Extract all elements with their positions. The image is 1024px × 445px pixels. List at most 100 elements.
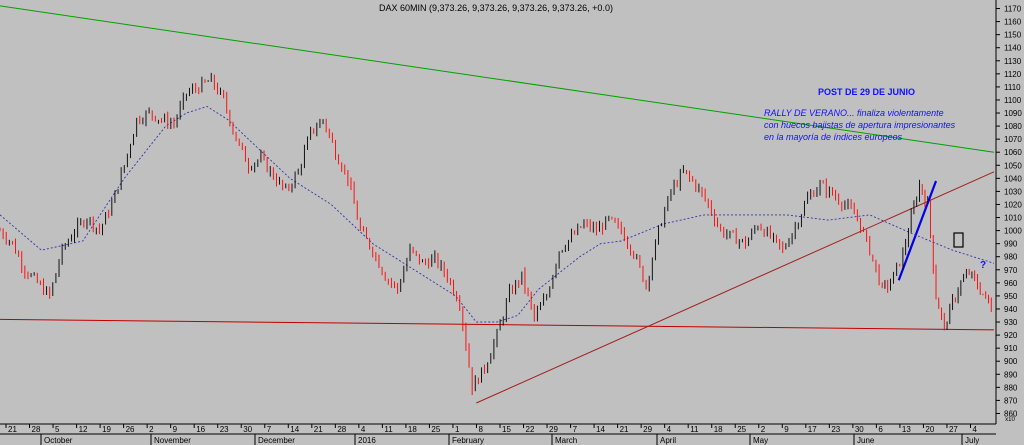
y-tick-label: 1140	[1004, 44, 1022, 53]
x-tick-label: 21	[314, 425, 323, 434]
y-tick-label: 860	[1004, 409, 1018, 418]
note-line-2: con huecos bajistas de apertura impresio…	[764, 120, 956, 130]
y-tick-label: 1150	[1004, 31, 1022, 40]
x-tick-label: 28	[337, 425, 346, 434]
x-axis: 21 28 5 12 19 26 2 9 16 23 30 7 14 21 28 4 11 18 25 1 8 15 22 2…	[5, 424, 979, 445]
y-tick-label: 900	[1004, 357, 1018, 366]
y-tick-label: 1100	[1004, 96, 1022, 105]
note-line-3: en la mayoría de índices europeos	[764, 132, 903, 142]
y-tick-label: 1120	[1004, 70, 1022, 79]
y-tick-label: 950	[1004, 292, 1018, 301]
x-tick-label: 6	[878, 425, 883, 434]
month-label: July	[965, 436, 979, 445]
x-tick-label: 2	[761, 425, 766, 434]
month-label: October	[44, 436, 73, 445]
x-tick-label: 4	[667, 425, 672, 434]
month-label: May	[753, 436, 768, 445]
price-candles	[0, 72, 992, 396]
marker-box	[953, 232, 964, 248]
x-tick-label: 12	[79, 425, 88, 434]
y-unit-label: x10	[1005, 417, 1015, 423]
x-tick-label: 14	[596, 425, 605, 434]
y-tick-label: 1160	[1004, 18, 1022, 27]
red-support	[0, 318, 995, 331]
y-tick-label: 1000	[1004, 227, 1022, 236]
y-tick-label: 1050	[1004, 161, 1022, 170]
question-mark: ?	[980, 260, 986, 271]
x-tick-label: 18	[408, 425, 417, 434]
x-tick-label: 26	[126, 425, 135, 434]
y-tick-label: 1090	[1004, 109, 1022, 118]
month-label: November	[154, 436, 191, 445]
y-tick-label: 920	[1004, 331, 1018, 340]
x-tick-label: 18	[714, 425, 723, 434]
x-tick-label: 29	[549, 425, 558, 434]
x-tick-label: 4	[361, 425, 366, 434]
y-tick-label: 1170	[1004, 5, 1022, 14]
x-tick-label: 22	[526, 425, 535, 434]
y-tick-label: 1060	[1004, 148, 1022, 157]
x-tick-label: 8	[478, 425, 483, 434]
x-tick-label: 21	[8, 425, 17, 434]
y-tick-label: 1020	[1004, 200, 1022, 209]
x-tick-label: 28	[32, 425, 41, 434]
y-tick-label: 1070	[1004, 135, 1022, 144]
x-tick-label: 25	[737, 425, 746, 434]
y-axis: 1170 1160 1150 1140 1130 1120 1110 1100 1090 1080…	[996, 5, 1022, 418]
month-label: June	[857, 436, 875, 445]
x-tick-label: 23	[831, 425, 840, 434]
x-tick-label: 15	[502, 425, 511, 434]
y-tick-label: 1010	[1004, 214, 1022, 223]
x-tick-label: 11	[690, 425, 699, 434]
x-tick-label: 27	[949, 425, 958, 434]
x-tick-label: 17	[808, 425, 817, 434]
month-label: February	[452, 436, 484, 445]
x-tick-label: 7	[573, 425, 578, 434]
y-tick-label: 890	[1004, 370, 1018, 379]
green-downtrend	[0, 5, 995, 153]
y-tick-label: 930	[1004, 318, 1018, 327]
trendlines	[0, 5, 995, 404]
x-tick-label: 9	[784, 425, 789, 434]
x-tick-label: 5	[55, 425, 60, 434]
y-tick-label: 880	[1004, 383, 1018, 392]
note-line-1: RALLY DE VERANO... finaliza violentament…	[764, 108, 944, 118]
y-tick-label: 960	[1004, 279, 1018, 288]
x-tick-label: 7	[267, 425, 272, 434]
y-tick-label: 980	[1004, 253, 1018, 262]
x-tick-label: 2	[149, 425, 154, 434]
y-tick-label: 910	[1004, 344, 1018, 353]
x-tick-label: 16	[196, 425, 205, 434]
x-tick-label: 11	[384, 425, 393, 434]
chart-title: DAX 60MIN (9,373.26, 9,373.26, 9,373.26,…	[379, 3, 613, 13]
y-tick-label: 1040	[1004, 174, 1022, 183]
x-tick-label: 20	[925, 425, 934, 434]
x-tick-label: 13	[902, 425, 911, 434]
blue-rally	[897, 180, 938, 281]
x-tick-label: 4	[972, 425, 977, 434]
y-tick-label: 1110	[1004, 83, 1021, 92]
x-tick-label: 19	[102, 425, 111, 434]
x-tick-label: 30	[855, 425, 864, 434]
x-tick-label: 9	[173, 425, 178, 434]
y-tick-label: 1130	[1004, 57, 1022, 66]
y-tick-label: 940	[1004, 305, 1018, 314]
x-tick-label: 1	[455, 425, 460, 434]
month-label: April	[660, 436, 676, 445]
x-tick-label: 29	[643, 425, 652, 434]
post-title: POST DE 29 DE JUNIO	[818, 87, 915, 97]
y-tick-label: 1030	[1004, 187, 1022, 196]
month-label: March	[555, 436, 577, 445]
brown-uptrend	[476, 171, 995, 404]
y-tick-label: 1080	[1004, 122, 1022, 131]
y-tick-label: 870	[1004, 396, 1018, 405]
x-tick-label: 25	[431, 425, 440, 434]
x-tick-label: 30	[243, 425, 252, 434]
x-tick-label: 23	[220, 425, 229, 434]
month-label: 2016	[358, 436, 376, 445]
month-label: December	[258, 436, 295, 445]
y-tick-label: 970	[1004, 266, 1018, 275]
x-tick-label: 14	[290, 425, 299, 434]
